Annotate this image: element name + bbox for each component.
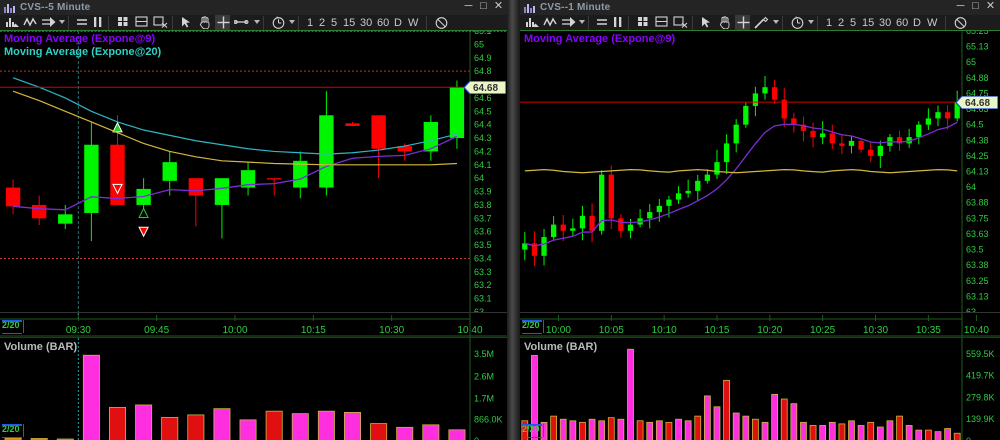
svg-text:10:15: 10:15 <box>704 325 729 336</box>
svg-text:63.3: 63.3 <box>474 267 492 277</box>
svg-text:64.68: 64.68 <box>965 98 990 109</box>
svg-text:10:35: 10:35 <box>916 325 941 336</box>
svg-text:10:30: 10:30 <box>863 325 888 336</box>
svg-text:559.5K: 559.5K <box>966 349 995 359</box>
svg-text:139.9K: 139.9K <box>966 414 995 424</box>
svg-text:09:30: 09:30 <box>66 325 91 336</box>
svg-text:64.1: 64.1 <box>474 160 492 170</box>
svg-text:63.6: 63.6 <box>474 227 492 237</box>
svg-text:64.88: 64.88 <box>966 73 989 83</box>
svg-text:63: 63 <box>966 307 976 312</box>
svg-text:419.7K: 419.7K <box>966 371 995 381</box>
svg-text:63.63: 63.63 <box>966 229 989 239</box>
svg-text:64.5: 64.5 <box>966 120 984 130</box>
svg-text:64: 64 <box>966 182 976 192</box>
svg-text:63.13: 63.13 <box>966 291 989 301</box>
svg-text:65: 65 <box>966 57 976 67</box>
svg-text:64.68: 64.68 <box>473 83 498 94</box>
svg-text:64.25: 64.25 <box>966 151 989 161</box>
svg-text:63.1: 63.1 <box>474 294 492 304</box>
svg-text:10:25: 10:25 <box>810 325 835 336</box>
svg-text:64.5: 64.5 <box>474 106 492 116</box>
svg-text:65: 65 <box>474 39 484 49</box>
svg-text:64.38: 64.38 <box>966 135 989 145</box>
svg-text:64.13: 64.13 <box>966 167 989 177</box>
svg-text:63.7: 63.7 <box>474 213 492 223</box>
svg-text:63.9: 63.9 <box>474 187 492 197</box>
svg-text:Moving Average (Expone@9): Moving Average (Expone@9) <box>4 33 155 45</box>
svg-text:63.5: 63.5 <box>966 245 984 255</box>
svg-text:64.2: 64.2 <box>474 146 492 156</box>
svg-text:63.75: 63.75 <box>966 213 989 223</box>
svg-text:63.4: 63.4 <box>474 253 492 263</box>
svg-text:1.7M: 1.7M <box>474 394 494 404</box>
svg-text:Volume (BAR): Volume (BAR) <box>524 341 597 353</box>
svg-text:65.13: 65.13 <box>966 42 989 52</box>
svg-text:10:30: 10:30 <box>379 325 404 336</box>
svg-text:10:05: 10:05 <box>599 325 624 336</box>
svg-text:09:45: 09:45 <box>144 325 169 336</box>
svg-text:10:00: 10:00 <box>222 325 247 336</box>
svg-text:0: 0 <box>474 436 479 440</box>
svg-text:64.8: 64.8 <box>474 66 492 76</box>
svg-text:63.2: 63.2 <box>474 280 492 290</box>
svg-text:63.88: 63.88 <box>966 198 989 208</box>
svg-text:10:20: 10:20 <box>757 325 782 336</box>
svg-text:3.5M: 3.5M <box>474 349 494 359</box>
svg-text:Moving Average (Expone@20): Moving Average (Expone@20) <box>4 46 162 58</box>
svg-text:10:15: 10:15 <box>301 325 326 336</box>
svg-text:64.4: 64.4 <box>474 120 492 130</box>
svg-text:65.25: 65.25 <box>966 31 989 36</box>
svg-text:10:10: 10:10 <box>652 325 677 336</box>
svg-text:64.3: 64.3 <box>474 133 492 143</box>
svg-text:63.8: 63.8 <box>474 200 492 210</box>
svg-text:279.8K: 279.8K <box>966 392 995 402</box>
svg-text:63: 63 <box>474 307 484 312</box>
svg-text:10:40: 10:40 <box>964 325 989 336</box>
svg-text:63.25: 63.25 <box>966 276 989 286</box>
svg-text:10:00: 10:00 <box>546 325 571 336</box>
svg-text:Volume (BAR): Volume (BAR) <box>4 341 77 353</box>
svg-text:Moving Average (Expone@9): Moving Average (Expone@9) <box>524 33 675 45</box>
svg-text:0: 0 <box>966 436 971 440</box>
svg-text:63.38: 63.38 <box>966 260 989 270</box>
svg-text:64: 64 <box>474 173 484 183</box>
svg-text:866.0K: 866.0K <box>474 414 503 424</box>
svg-text:63.5: 63.5 <box>474 240 492 250</box>
svg-text:64.9: 64.9 <box>474 53 492 63</box>
svg-text:2.6M: 2.6M <box>474 371 494 381</box>
